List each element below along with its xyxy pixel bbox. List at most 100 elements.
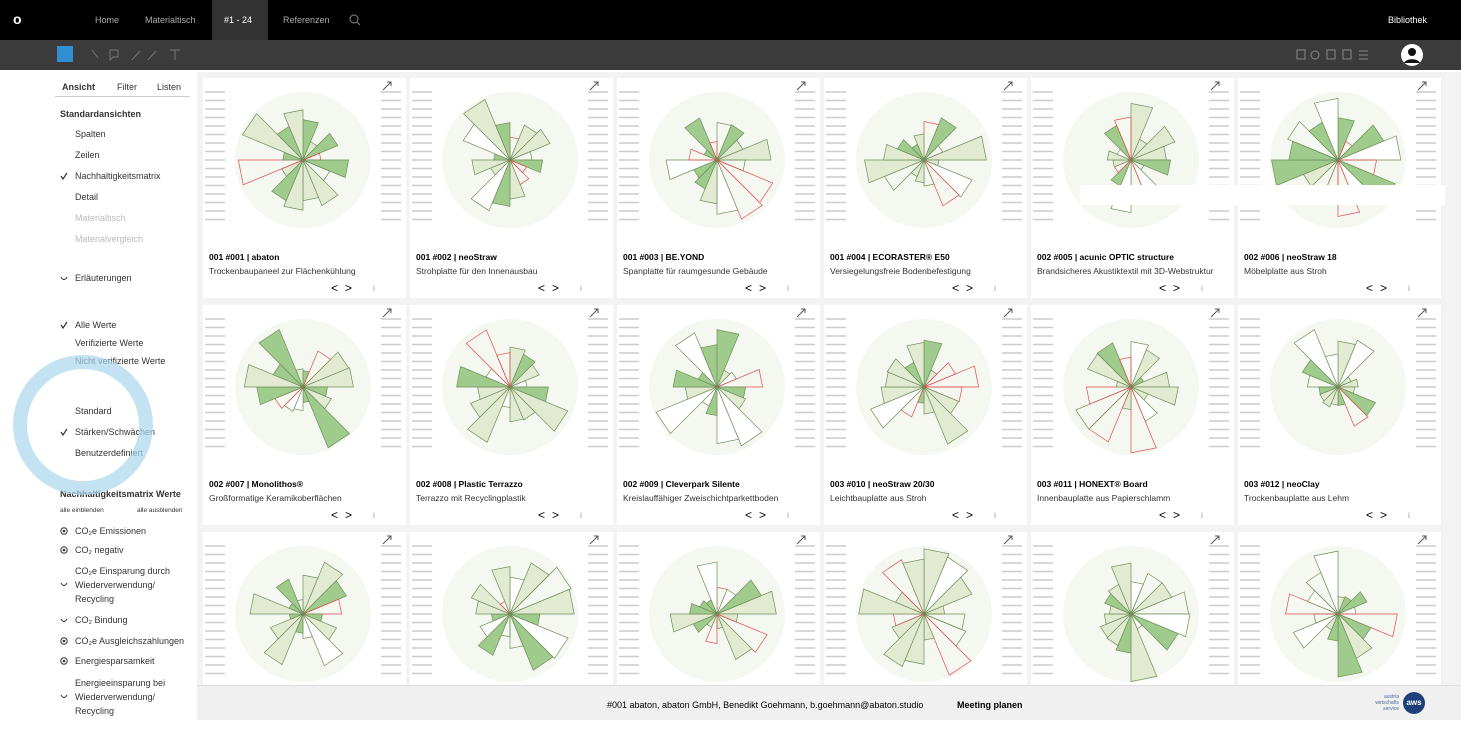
prev-button[interactable]: < xyxy=(1159,508,1167,522)
card-title: 001 #002 | neoStraw xyxy=(416,252,497,262)
next-button[interactable]: > xyxy=(552,508,560,522)
info-button[interactable]: i xyxy=(994,510,996,520)
material-card[interactable]: 001 #003 | BE.YOND Spanplatte für raumges… xyxy=(617,78,820,298)
prev-button[interactable]: < xyxy=(745,508,753,522)
sidebar-item[interactable]: Verifizierte Werte xyxy=(75,338,144,348)
active-tab xyxy=(212,0,268,40)
expand-icon xyxy=(1003,535,1013,545)
info-button[interactable]: i xyxy=(580,510,582,520)
next-button[interactable]: > xyxy=(345,281,353,295)
tool-icons[interactable] xyxy=(90,48,190,62)
info-button[interactable]: i xyxy=(373,283,375,293)
eye-dot xyxy=(62,659,66,663)
prev-button[interactable]: < xyxy=(538,281,546,295)
sidebar-item[interactable]: Alle Werte xyxy=(75,320,117,330)
sidebar-item[interactable]: Detail xyxy=(75,192,99,202)
info-button[interactable]: i xyxy=(1201,283,1203,293)
next-button[interactable]: > xyxy=(1173,281,1181,295)
next-button[interactable]: > xyxy=(345,508,353,522)
info-button[interactable]: i xyxy=(787,510,789,520)
prev-button[interactable]: < xyxy=(745,281,753,295)
avatar[interactable] xyxy=(1400,43,1424,67)
sidebar-item[interactable]: CO₂ negativ xyxy=(75,545,124,555)
info-button[interactable]: i xyxy=(994,283,996,293)
radar-chart xyxy=(619,308,815,455)
next-button[interactable]: > xyxy=(1380,508,1388,522)
nav-item[interactable]: #1 - 24 xyxy=(224,15,253,25)
next-button[interactable]: > xyxy=(1173,508,1181,522)
info-button[interactable]: i xyxy=(373,510,375,520)
sidebar-item[interactable]: CO₂e Einsparung durch Wiederverwendung/ … xyxy=(75,566,171,604)
prev-button[interactable]: < xyxy=(538,508,546,522)
sidebar-item[interactable]: Spalten xyxy=(75,129,106,139)
sidebar-item[interactable]: Materialtisch xyxy=(75,213,126,223)
material-card[interactable]: 002 #007 | Monolithos® Großformatige Kera… xyxy=(203,305,406,525)
check xyxy=(60,321,68,329)
tab[interactable]: Ansicht xyxy=(62,82,96,92)
info-button[interactable]: i xyxy=(787,283,789,293)
info-button[interactable]: i xyxy=(1201,510,1203,520)
next-button[interactable]: > xyxy=(966,281,974,295)
sidebar-item[interactable]: Benutzerdefiniert xyxy=(75,448,144,458)
info-button[interactable]: i xyxy=(580,283,582,293)
sidebar-item[interactable]: CO₂ Bindung xyxy=(75,615,128,625)
sidebar-item[interactable]: Energiesparsamkeit xyxy=(75,656,155,666)
radar-wedge xyxy=(302,386,351,449)
material-card[interactable] xyxy=(1238,532,1441,742)
prev-button[interactable]: < xyxy=(331,508,339,522)
sidebar-item[interactable]: Zeilen xyxy=(75,150,100,160)
icon-curve xyxy=(60,694,68,698)
prev-button[interactable]: < xyxy=(1366,281,1374,295)
logo[interactable]: o xyxy=(13,11,22,27)
card-subtitle: Trockenbaupaneel zur Flächenkühlung xyxy=(209,266,356,276)
next-button[interactable]: > xyxy=(966,508,974,522)
meeting-button[interactable]: Meeting planen xyxy=(957,700,1023,710)
info-button[interactable]: i xyxy=(1408,510,1410,520)
material-card[interactable]: 003 #010 | neoStraw 20/30 Leichtbauplatte… xyxy=(824,305,1027,525)
material-card[interactable]: 001 #001 | abaton Trockenbaupaneel zur Fl… xyxy=(203,78,406,298)
material-card[interactable]: 002 #009 | Cleverpark Silente Kreislauffä… xyxy=(617,305,820,525)
curve xyxy=(60,694,68,698)
nav-item[interactable]: Home xyxy=(95,15,120,25)
radar-wedge xyxy=(1313,97,1339,161)
tab[interactable]: Filter xyxy=(117,82,137,92)
hide-all[interactable]: alle ausblenden xyxy=(137,507,183,514)
tab[interactable]: Listen xyxy=(157,82,182,92)
material-card[interactable]: 003 #012 | neoClay Trockenbauplatte aus L… xyxy=(1238,305,1441,525)
expand-icon xyxy=(589,81,599,91)
material-card[interactable]: 003 #011 | HONEXT® Board Innenbauplatte a… xyxy=(1031,305,1234,525)
search-icon[interactable] xyxy=(348,13,362,27)
aws-logo-text: austria wirtschafts service xyxy=(1367,694,1399,712)
sidebar-item[interactable]: Nachhaltigkeitsmatrix xyxy=(75,171,161,181)
sidebar-item[interactable]: Energieeinsparung bei Wiederverwendung/ … xyxy=(75,678,166,716)
sidebar-item[interactable]: Materialvergleich xyxy=(75,234,144,244)
sidebar-item[interactable]: Nicht verifizierte Werte xyxy=(75,356,166,366)
material-card[interactable]: 001 #004 | ECORASTER® E50 Versiegelungsfr… xyxy=(824,78,1027,298)
expand-icon xyxy=(1003,81,1013,91)
prev-button[interactable]: < xyxy=(1366,508,1374,522)
sidebar-item[interactable]: CO₂e Ausgleichszahlungen xyxy=(75,636,185,646)
nav-right[interactable]: Bibliothek xyxy=(1388,15,1428,25)
menu-button[interactable] xyxy=(57,46,73,62)
sidebar-item[interactable]: Erläuterungen xyxy=(75,273,132,283)
next-button[interactable]: > xyxy=(759,508,767,522)
nav-item[interactable]: Materialtisch xyxy=(145,15,196,25)
show-all[interactable]: alle einblenden xyxy=(60,507,104,514)
info-button[interactable]: i xyxy=(1408,283,1410,293)
radar-wedge xyxy=(470,159,511,212)
sidebar-item[interactable]: Standard xyxy=(75,406,112,416)
next-button[interactable]: > xyxy=(759,281,767,295)
material-card[interactable]: 001 #002 | neoStraw Strohplatte für den I… xyxy=(410,78,613,298)
radar-wedge xyxy=(275,578,304,615)
sidebar-item[interactable]: CO₂e Emissionen xyxy=(75,526,147,536)
tool-icons-right[interactable] xyxy=(1295,48,1375,62)
next-button[interactable]: > xyxy=(552,281,560,295)
nav-item[interactable]: Referenzen xyxy=(283,15,330,25)
prev-button[interactable]: < xyxy=(952,508,960,522)
prev-button[interactable]: < xyxy=(952,281,960,295)
sidebar-item[interactable]: Stärken/Schwächen xyxy=(75,427,156,437)
prev-button[interactable]: < xyxy=(331,281,339,295)
material-card[interactable]: 002 #008 | Plastic Terrazzo Terrazzo mit … xyxy=(410,305,613,525)
next-button[interactable]: > xyxy=(1380,281,1388,295)
prev-button[interactable]: < xyxy=(1159,281,1167,295)
